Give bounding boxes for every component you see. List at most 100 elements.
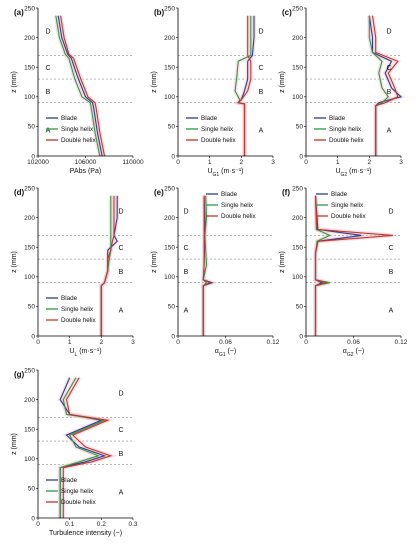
zone-label-C: C (386, 65, 391, 72)
zone-label-C: C (258, 65, 263, 72)
x-axis-label: αG2 (−) (343, 348, 364, 358)
series-line-blade (57, 15, 103, 157)
zone-label-A: A (184, 307, 189, 314)
y-tick-label: 50 (28, 486, 36, 493)
zone-label-B: B (259, 89, 264, 96)
x-tick-label: 2 (368, 159, 372, 166)
zone-label-C: C (118, 245, 123, 252)
zone-label-D: D (45, 28, 50, 35)
y-tick-label: 150 (164, 245, 175, 252)
y-tick-label: 200 (24, 397, 35, 404)
y-tick-label: 250 (292, 5, 303, 12)
legend-label: Double helix (329, 137, 365, 144)
panel-label: (e) (154, 188, 164, 197)
zone-label-D: D (118, 208, 123, 215)
x-tick-label: 0.12 (267, 339, 280, 346)
panel-b: 0 50 100 150 200 250 0 1 2 3 (b) z (mm) UG1 (m·s⁻¹) A… (151, 5, 275, 178)
y-axis-label: z (mm) (11, 71, 18, 93)
y-tick-label: 50 (28, 304, 36, 311)
series-line-blade (368, 15, 403, 156)
x-tick-label: 0 (304, 159, 308, 166)
series-line-double-helix (100, 195, 115, 336)
x-tick-label: 102000 (27, 159, 49, 166)
y-tick-label: 250 (292, 185, 303, 192)
series-line-double-helix (371, 15, 399, 156)
zone-label-B: B (184, 269, 189, 276)
panel-label: (b) (154, 8, 165, 17)
y-axis-label: z (mm) (151, 251, 158, 273)
series-line-single-helix (55, 15, 101, 157)
y-tick-label: 100 (24, 456, 35, 463)
zone-label-B: B (46, 89, 51, 96)
zone-label-C: C (118, 427, 123, 434)
y-tick-label: 50 (296, 124, 304, 131)
y-tick-label: 0 (31, 515, 35, 522)
zone-label-A: A (389, 307, 394, 314)
legend-label: Single helix (61, 488, 94, 495)
zone-label-B: B (389, 269, 394, 276)
legend-label: Single helix (329, 126, 362, 133)
legend-label: Double helix (61, 317, 97, 324)
y-tick-label: 150 (164, 65, 175, 72)
legend-label: Single helix (221, 202, 254, 209)
y-tick-label: 200 (292, 35, 303, 42)
y-axis-label: z (mm) (279, 251, 286, 273)
series-line-double-helix (60, 15, 106, 157)
x-axis-label: PAbs (Pa) (70, 168, 101, 175)
y-tick-label: 0 (299, 333, 303, 340)
x-tick-label: 1 (336, 159, 340, 166)
y-tick-label: 50 (168, 124, 176, 131)
legend-label: Blade (331, 191, 348, 198)
x-tick-label: 0.12 (395, 339, 408, 346)
y-tick-label: 50 (296, 304, 304, 311)
y-tick-label: 100 (292, 274, 303, 281)
x-tick-label: 3 (271, 159, 275, 166)
y-tick-label: 0 (31, 153, 35, 160)
legend-label: Double helix (331, 213, 367, 220)
zone-label-A: A (387, 127, 392, 134)
zone-label-D: D (118, 390, 123, 397)
y-tick-label: 100 (292, 94, 303, 101)
panel-label: (a) (14, 8, 24, 17)
y-tick-label: 200 (164, 215, 175, 222)
x-tick-label: 0 (36, 339, 40, 346)
y-tick-label: 0 (171, 333, 175, 340)
legend-label: Single helix (61, 126, 94, 133)
zone-label-A: A (119, 307, 124, 314)
legend-label: Single helix (331, 202, 364, 209)
series-line-single-helix (59, 377, 107, 518)
x-tick-label: 0 (176, 339, 180, 346)
series-line-double-helix (62, 377, 113, 518)
y-axis-label: z (mm) (279, 71, 286, 93)
legend-label: Blade (221, 191, 238, 198)
panel-d: 0 50 100 150 200 250 0 1 2 3 (d) z (mm) UL (m·s⁻¹) A B… (11, 185, 135, 358)
x-tick-label: 1 (208, 159, 212, 166)
zone-label-B: B (387, 89, 392, 96)
zone-label-C: C (183, 245, 188, 252)
y-tick-label: 100 (164, 94, 175, 101)
y-tick-label: 150 (292, 245, 303, 252)
zone-label-B: B (119, 451, 124, 458)
x-tick-label: 2 (100, 339, 104, 346)
x-tick-label: 3 (131, 339, 135, 346)
y-tick-label: 250 (24, 185, 35, 192)
y-tick-label: 150 (24, 65, 35, 72)
x-tick-label: 0 (176, 159, 180, 166)
panel-a: 0 50 100 150 200 250 102000 106000 110000 (a) z (m… (11, 5, 144, 175)
x-tick-label: 106000 (75, 159, 97, 166)
y-tick-label: 250 (164, 185, 175, 192)
y-tick-label: 0 (31, 333, 35, 340)
x-tick-label: 0.06 (347, 339, 360, 346)
zone-label-C: C (45, 65, 50, 72)
series-line-double-helix (202, 195, 212, 336)
y-axis-label: z (mm) (11, 433, 18, 455)
zone-label-D: D (258, 28, 263, 35)
y-tick-label: 150 (292, 65, 303, 72)
panel-e: 0 50 100 150 200 250 0 0.06 0.12 (e) z (mm) αG1 (−)… (151, 185, 280, 358)
y-tick-label: 0 (171, 153, 175, 160)
x-tick-label: 1 (68, 339, 72, 346)
x-tick-label: 2 (240, 159, 244, 166)
y-tick-label: 250 (24, 5, 35, 12)
x-tick-label: 0.3 (128, 521, 137, 528)
